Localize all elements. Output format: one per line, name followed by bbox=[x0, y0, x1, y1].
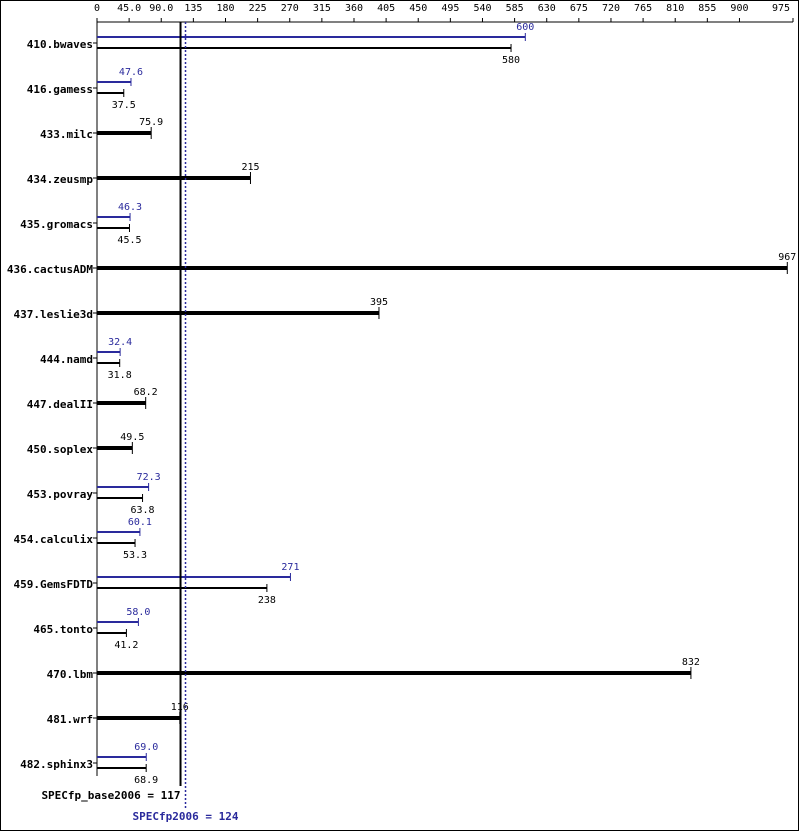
x-tick-label: 810 bbox=[666, 3, 684, 14]
x-tick-label: 900 bbox=[730, 3, 748, 14]
category-label: 444.namd bbox=[40, 353, 93, 366]
x-tick-label: 975 bbox=[772, 3, 790, 14]
bar bbox=[97, 632, 127, 634]
bar bbox=[97, 767, 147, 769]
category-label: 459.GemsFDTD bbox=[14, 578, 94, 591]
category-label: 481.wrf bbox=[47, 713, 93, 726]
bar bbox=[97, 351, 121, 353]
value-label: 32.4 bbox=[108, 337, 132, 348]
value-label: 215 bbox=[241, 162, 259, 173]
category-label: 470.lbm bbox=[47, 668, 94, 681]
bar bbox=[97, 47, 512, 49]
bar bbox=[97, 362, 120, 364]
reference-label: SPECfp_base2006 = 117 bbox=[41, 789, 180, 802]
x-tick-label: 180 bbox=[216, 3, 234, 14]
bar bbox=[97, 401, 146, 405]
bar bbox=[97, 716, 180, 720]
value-label: 238 bbox=[258, 595, 276, 606]
value-label: 271 bbox=[281, 562, 299, 573]
bar bbox=[97, 446, 133, 450]
bar bbox=[97, 542, 136, 544]
x-tick-label: 315 bbox=[313, 3, 331, 14]
category-label: 465.tonto bbox=[33, 623, 93, 636]
category-label: 416.gamess bbox=[27, 83, 93, 96]
x-tick-label: 90.0 bbox=[149, 3, 173, 14]
x-tick-label: 720 bbox=[602, 3, 620, 14]
x-tick-label: 765 bbox=[634, 3, 652, 14]
x-tick-label: 270 bbox=[281, 3, 299, 14]
x-tick-label: 0 bbox=[94, 3, 100, 14]
category-label: 435.gromacs bbox=[20, 218, 93, 231]
value-label: 72.3 bbox=[137, 472, 161, 483]
value-label: 68.2 bbox=[134, 387, 158, 398]
x-tick-label: 360 bbox=[345, 3, 363, 14]
category-label: 410.bwaves bbox=[27, 38, 93, 51]
bar bbox=[97, 576, 291, 578]
bar bbox=[97, 176, 251, 180]
value-label: 580 bbox=[502, 55, 520, 66]
category-label: 437.leslie3d bbox=[14, 308, 93, 321]
category-label: 454.calculix bbox=[14, 533, 94, 546]
x-tick-label: 135 bbox=[184, 3, 202, 14]
value-label: 395 bbox=[370, 297, 388, 308]
x-tick-label: 540 bbox=[473, 3, 491, 14]
value-label: 41.2 bbox=[114, 640, 138, 651]
value-label: 68.9 bbox=[134, 775, 158, 786]
bar bbox=[97, 131, 152, 135]
category-label: 453.povray bbox=[27, 488, 94, 501]
x-tick-label: 225 bbox=[249, 3, 267, 14]
category-label: 482.sphinx3 bbox=[20, 758, 93, 771]
x-tick-label: 675 bbox=[570, 3, 588, 14]
bar bbox=[97, 531, 140, 533]
x-tick-label: 45.0 bbox=[117, 3, 141, 14]
bar bbox=[97, 92, 124, 94]
x-tick-label: 495 bbox=[441, 3, 459, 14]
value-label: 49.5 bbox=[120, 432, 144, 443]
value-label: 600 bbox=[516, 22, 534, 33]
bar bbox=[97, 486, 149, 488]
bar bbox=[97, 756, 147, 758]
category-label: 434.zeusmp bbox=[27, 173, 94, 186]
value-label: 75.9 bbox=[139, 117, 163, 128]
x-tick-label: 855 bbox=[698, 3, 716, 14]
x-tick-label: 405 bbox=[377, 3, 395, 14]
bar bbox=[97, 587, 267, 589]
value-label: 31.8 bbox=[108, 370, 132, 381]
value-label: 60.1 bbox=[128, 517, 152, 528]
value-label: 63.8 bbox=[130, 505, 154, 516]
value-label: 46.3 bbox=[118, 202, 142, 213]
value-label: 37.5 bbox=[112, 100, 136, 111]
value-label: 45.5 bbox=[117, 235, 141, 246]
value-label: 69.0 bbox=[134, 742, 158, 753]
bar bbox=[97, 671, 691, 675]
reference-label: SPECfp2006 = 124 bbox=[133, 810, 239, 823]
bar bbox=[97, 266, 788, 270]
value-label: 53.3 bbox=[123, 550, 147, 561]
value-label: 47.6 bbox=[119, 67, 143, 78]
category-label: 447.dealII bbox=[27, 398, 93, 411]
category-label: 436.cactusADM bbox=[7, 263, 93, 276]
bar bbox=[97, 227, 130, 229]
value-label: 58.0 bbox=[126, 607, 150, 618]
bar bbox=[97, 36, 526, 38]
value-label: 967 bbox=[778, 252, 796, 263]
bar bbox=[97, 497, 143, 499]
value-label: 832 bbox=[682, 657, 700, 668]
category-label: 433.milc bbox=[40, 128, 93, 141]
bar bbox=[97, 216, 131, 218]
bar bbox=[97, 81, 131, 83]
bar bbox=[97, 621, 139, 623]
category-label: 450.soplex bbox=[27, 443, 94, 456]
x-tick-label: 585 bbox=[506, 3, 524, 14]
bar bbox=[97, 311, 379, 315]
x-tick-label: 450 bbox=[409, 3, 427, 14]
x-tick-label: 630 bbox=[538, 3, 556, 14]
